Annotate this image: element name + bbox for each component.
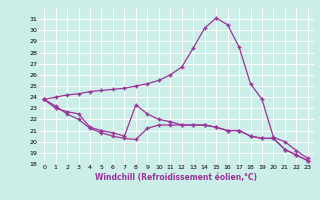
X-axis label: Windchill (Refroidissement éolien,°C): Windchill (Refroidissement éolien,°C) [95,173,257,182]
